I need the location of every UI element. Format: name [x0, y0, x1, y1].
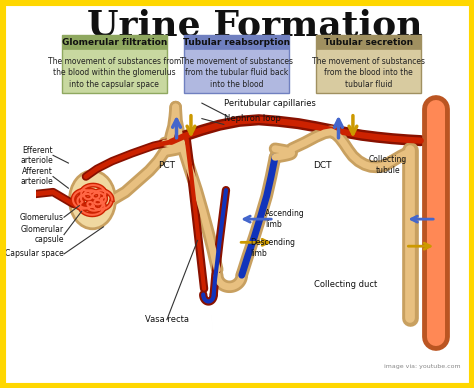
Text: Capsular space: Capsular space — [5, 249, 64, 258]
Text: Efferent
arteriole: Efferent arteriole — [20, 146, 53, 165]
Text: Tubular secretion: Tubular secretion — [324, 38, 413, 47]
Text: The movement of substances
from the blood into the
tubular fluid: The movement of substances from the bloo… — [312, 57, 425, 88]
FancyBboxPatch shape — [316, 35, 421, 49]
Text: Vasa recta: Vasa recta — [145, 315, 189, 324]
Text: The movement of substances from
the blood within the glomerulus
into the capsula: The movement of substances from the bloo… — [48, 57, 181, 88]
FancyBboxPatch shape — [184, 35, 290, 94]
Text: The movement of substances
from the tubular fluid back
into the blood: The movement of substances from the tubu… — [181, 57, 293, 88]
Text: Peritubular capillaries: Peritubular capillaries — [224, 99, 316, 107]
Text: Glomerulus: Glomerulus — [20, 213, 64, 222]
FancyBboxPatch shape — [316, 35, 421, 94]
Text: Glomerular filtration: Glomerular filtration — [62, 38, 167, 47]
FancyBboxPatch shape — [62, 35, 167, 94]
FancyBboxPatch shape — [62, 35, 167, 49]
Text: Glomerular
capsule: Glomerular capsule — [21, 225, 64, 244]
Text: Descending
limb: Descending limb — [250, 238, 295, 258]
Text: Collecting duct: Collecting duct — [314, 281, 377, 289]
Text: image via: youtube.com: image via: youtube.com — [383, 364, 460, 369]
Ellipse shape — [70, 171, 116, 229]
Text: Collecting
tubule: Collecting tubule — [369, 155, 407, 175]
Text: Afferent
arteriole: Afferent arteriole — [20, 167, 53, 186]
Text: Nephron loop: Nephron loop — [224, 114, 281, 123]
Text: Ascending
limb: Ascending limb — [265, 210, 305, 229]
Text: PCT: PCT — [158, 161, 175, 170]
Text: Tubular reabsorption: Tubular reabsorption — [183, 38, 291, 47]
FancyBboxPatch shape — [184, 35, 290, 49]
Text: DCT: DCT — [313, 161, 331, 170]
Text: Urine Formation: Urine Formation — [87, 9, 422, 43]
